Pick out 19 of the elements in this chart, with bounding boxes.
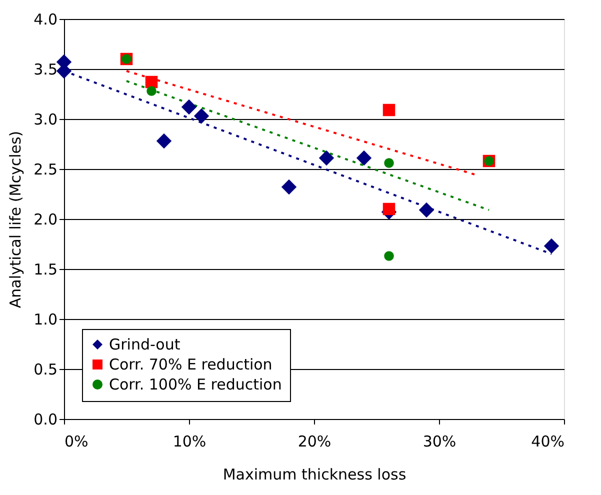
y-axis-title: Analytical life (Mcycles): [6, 130, 25, 308]
x-tick-label: 40%: [531, 432, 564, 450]
x-tick-label: 30%: [422, 432, 456, 450]
y-tick-label: 3.0: [34, 110, 58, 128]
legend-label: Corr. 100% E reduction: [109, 376, 282, 394]
y-tick-label: 2.5: [34, 160, 58, 178]
y-tick-label: 4.0: [34, 10, 58, 28]
x-tick-label: 20%: [298, 432, 332, 450]
x-tick-label: 0%: [64, 432, 88, 450]
x-tick-label: 10%: [172, 432, 206, 450]
y-tick-label: 2.0: [34, 210, 58, 228]
y-tick-label: 1.0: [34, 310, 58, 328]
x-axis-title: Maximum thickness loss: [222, 466, 406, 484]
legend-label: Grind-out: [109, 336, 180, 354]
y-tick-label: 3.5: [34, 60, 58, 78]
legend-label: Corr. 70% E reduction: [109, 356, 272, 374]
y-tick-label: 1.5: [34, 260, 58, 278]
y-tick-label: 0.5: [34, 360, 58, 378]
y-tick-label: 0.0: [34, 410, 58, 428]
